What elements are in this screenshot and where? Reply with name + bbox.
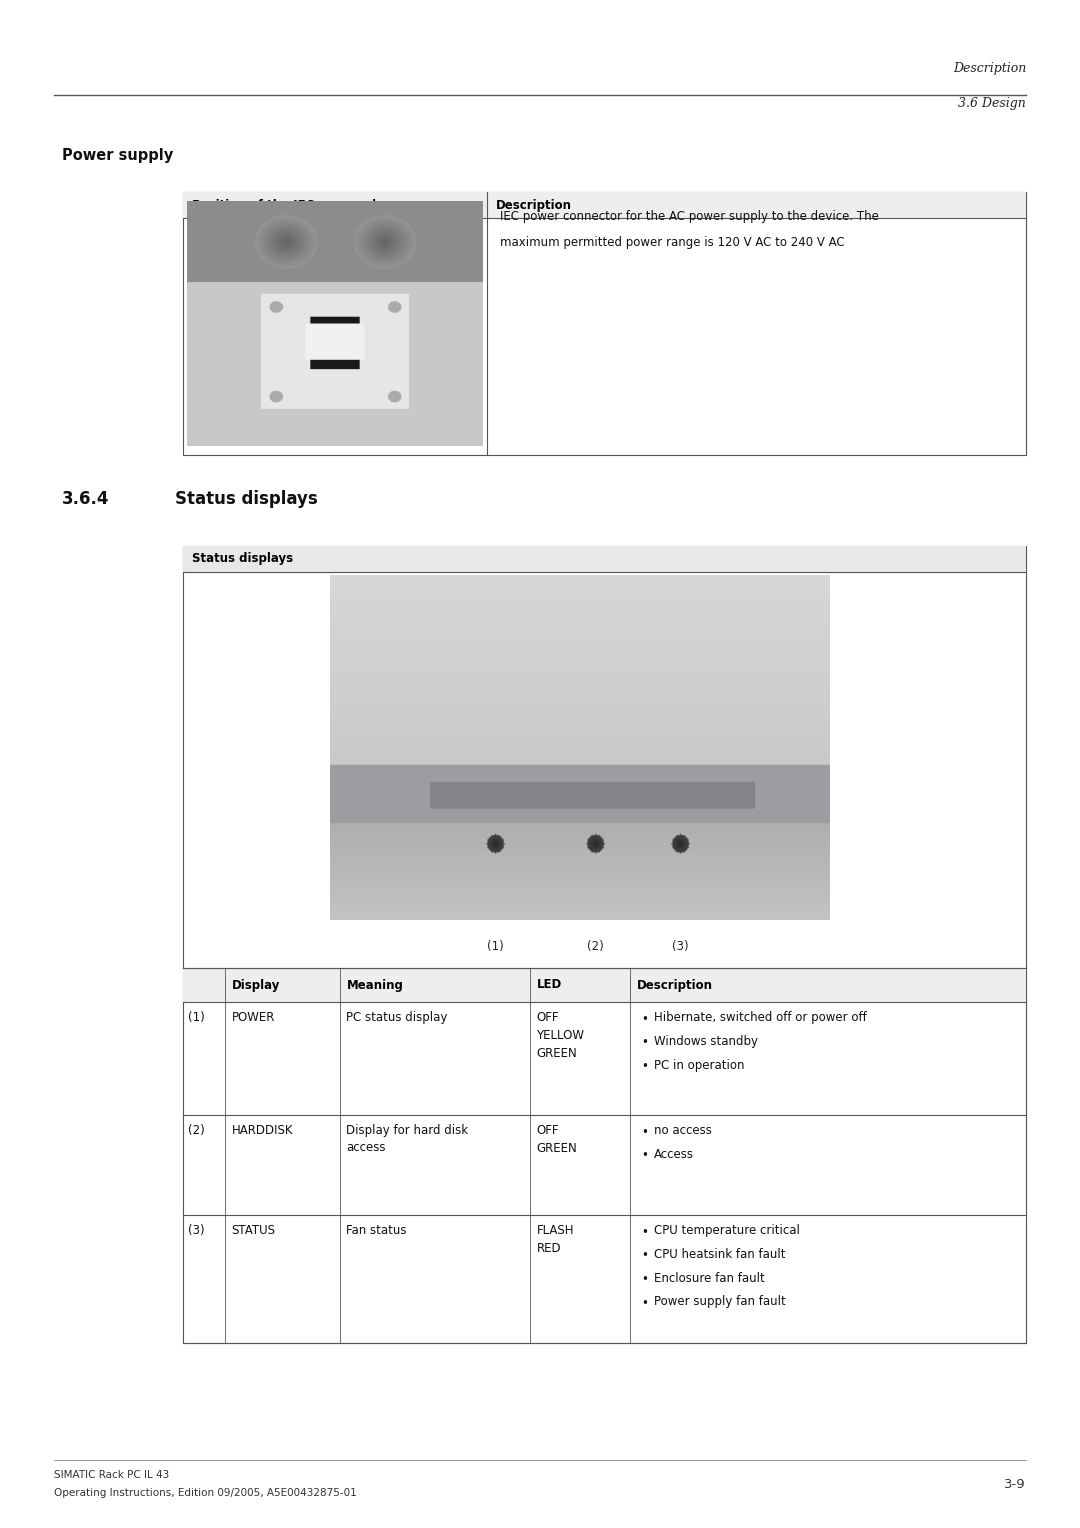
Text: •: •	[640, 1149, 648, 1163]
Text: Fan status: Fan status	[347, 1224, 407, 1238]
Text: Description: Description	[496, 199, 571, 211]
Bar	[183, 969, 1026, 1002]
Text: •: •	[640, 1250, 648, 1262]
Text: POWER: POWER	[231, 1012, 274, 1024]
Text: STATUS: STATUS	[231, 1224, 275, 1238]
Text: SIMATIC Rack PC IL 43: SIMATIC Rack PC IL 43	[54, 1470, 170, 1481]
Text: HARDDISK: HARDDISK	[231, 1125, 293, 1137]
Text: Power supply: Power supply	[62, 148, 173, 163]
Text: PC in operation: PC in operation	[653, 1059, 744, 1071]
Text: Display for hard disk
access: Display for hard disk access	[347, 1125, 469, 1154]
Text: Windows standby: Windows standby	[653, 1034, 758, 1048]
Text: CPU temperature critical: CPU temperature critical	[653, 1224, 799, 1238]
Bar	[183, 193, 1026, 455]
Bar	[183, 545, 1026, 571]
Bar	[183, 193, 1026, 219]
Text: •: •	[640, 1126, 648, 1138]
Text: Enclosure fan fault: Enclosure fan fault	[653, 1271, 765, 1285]
Text: (1): (1)	[188, 1012, 205, 1024]
Text: IEC power connector for the AC power supply to the device. The: IEC power connector for the AC power sup…	[500, 211, 879, 223]
Bar	[183, 545, 1026, 1343]
Text: 3-9: 3-9	[1004, 1478, 1026, 1491]
Text: •: •	[640, 1297, 648, 1309]
Text: CPU heatsink fan fault: CPU heatsink fan fault	[653, 1248, 785, 1261]
Text: Status displays: Status displays	[191, 553, 293, 565]
Text: •: •	[640, 1036, 648, 1050]
Text: LED: LED	[537, 978, 562, 992]
Text: Power supply fan fault: Power supply fan fault	[653, 1296, 785, 1308]
Text: •: •	[640, 1060, 648, 1073]
Text: (2): (2)	[188, 1125, 205, 1137]
Text: Operating Instructions, Edition 09/2005, A5E00432875-01: Operating Instructions, Edition 09/2005,…	[54, 1488, 356, 1497]
Text: (1): (1)	[487, 940, 503, 953]
Text: FLASH
RED: FLASH RED	[537, 1224, 573, 1254]
Text: Hibernate, switched off or power off: Hibernate, switched off or power off	[653, 1012, 866, 1024]
Text: no access: no access	[653, 1125, 712, 1137]
Text: (2): (2)	[586, 940, 604, 953]
Text: •: •	[640, 1013, 648, 1025]
Text: •: •	[640, 1273, 648, 1287]
Text: (3): (3)	[672, 940, 688, 953]
Text: Status displays: Status displays	[175, 490, 318, 507]
Text: Meaning: Meaning	[347, 978, 403, 992]
Text: Display: Display	[231, 978, 280, 992]
Text: Access: Access	[653, 1148, 693, 1161]
Text: Position of the IEC power plug: Position of the IEC power plug	[191, 199, 392, 211]
Text: OFF
YELLOW
GREEN: OFF YELLOW GREEN	[537, 1012, 584, 1060]
Text: (3): (3)	[188, 1224, 205, 1238]
Text: Description: Description	[636, 978, 713, 992]
Text: maximum permitted power range is 120 V AC to 240 V AC: maximum permitted power range is 120 V A…	[500, 237, 845, 249]
Text: PC status display: PC status display	[347, 1012, 448, 1024]
Text: 3.6.4: 3.6.4	[62, 490, 109, 507]
Text: OFF
GREEN: OFF GREEN	[537, 1125, 577, 1155]
Text: Description: Description	[953, 63, 1026, 75]
Text: 3.6 Design: 3.6 Design	[958, 96, 1026, 110]
Text: •: •	[640, 1225, 648, 1239]
